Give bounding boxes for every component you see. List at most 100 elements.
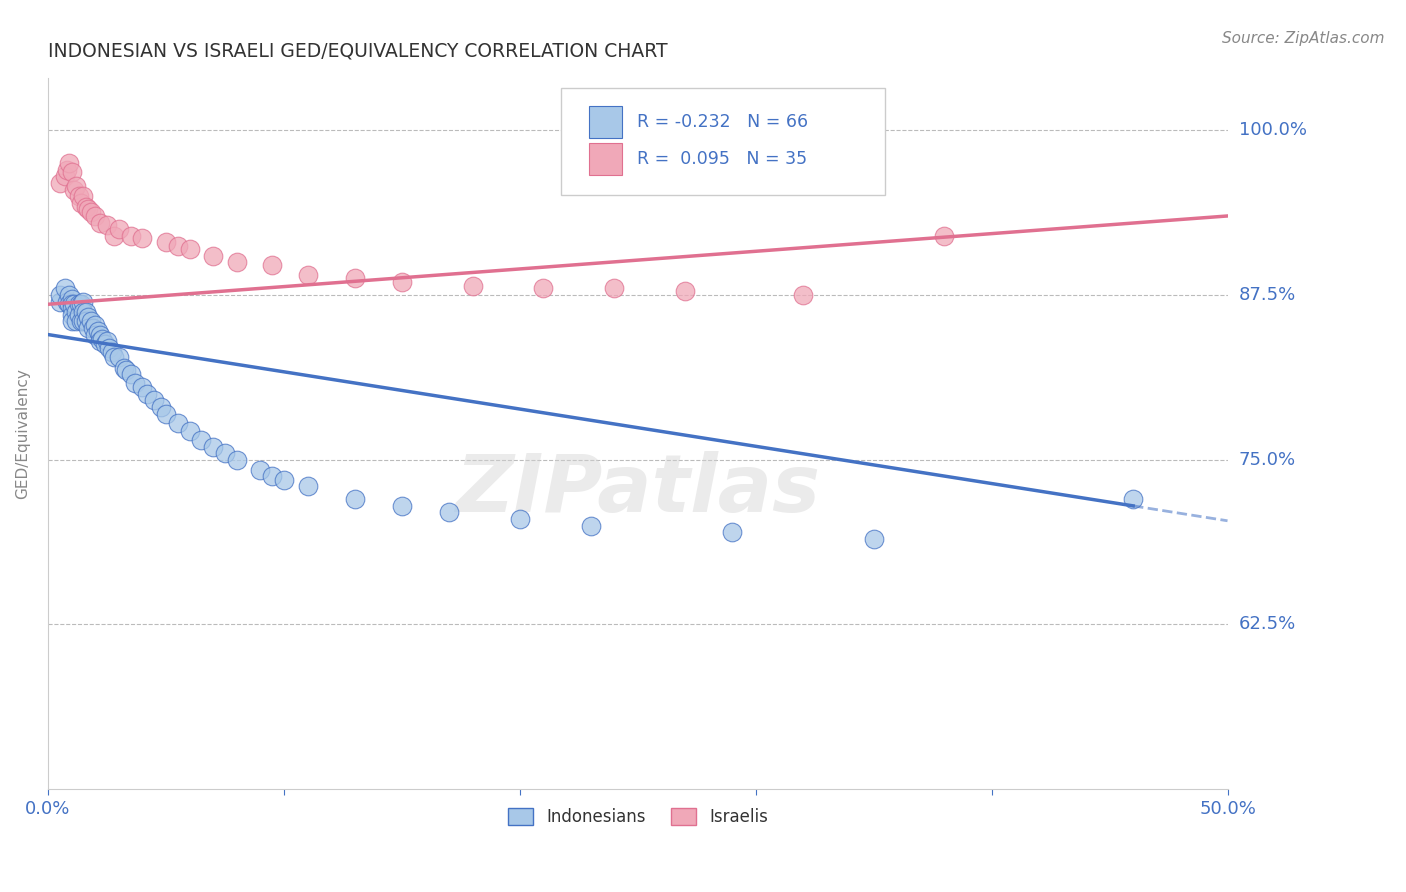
Text: 75.0%: 75.0% — [1239, 450, 1296, 469]
Point — [89, 334, 111, 348]
Point — [53, 169, 76, 184]
Point — [49, 176, 72, 190]
Point — [103, 228, 125, 243]
Point — [84, 318, 107, 333]
Point — [63, 183, 86, 197]
FancyBboxPatch shape — [561, 88, 886, 195]
Point — [91, 332, 114, 346]
Point — [1122, 492, 1144, 507]
Text: INDONESIAN VS ISRAELI GED/EQUIVALENCY CORRELATION CHART: INDONESIAN VS ISRAELI GED/EQUIVALENCY CO… — [48, 42, 668, 61]
Point — [58, 297, 80, 311]
Point — [65, 305, 87, 319]
Point — [249, 463, 271, 477]
Legend: Indonesians, Israelis: Indonesians, Israelis — [499, 799, 776, 834]
Point — [103, 350, 125, 364]
Text: Source: ZipAtlas.com: Source: ZipAtlas.com — [1222, 31, 1385, 46]
Point — [124, 376, 146, 391]
Point — [214, 446, 236, 460]
Point — [533, 281, 555, 295]
Point — [58, 288, 80, 302]
Point — [70, 297, 93, 311]
Point — [131, 231, 153, 245]
Text: R =  0.095   N = 35: R = 0.095 N = 35 — [637, 151, 807, 169]
Point — [166, 239, 188, 253]
Point — [49, 294, 72, 309]
Point — [77, 310, 100, 325]
Text: R = -0.232   N = 66: R = -0.232 N = 66 — [637, 113, 807, 131]
FancyBboxPatch shape — [589, 144, 623, 176]
Point — [391, 499, 413, 513]
Point — [65, 314, 87, 328]
Point — [89, 216, 111, 230]
Point — [262, 258, 284, 272]
Point — [108, 350, 131, 364]
FancyBboxPatch shape — [589, 106, 623, 138]
Point — [179, 242, 201, 256]
Point — [391, 275, 413, 289]
Point — [155, 407, 177, 421]
Point — [72, 305, 94, 319]
Point — [93, 336, 115, 351]
Text: 87.5%: 87.5% — [1239, 286, 1296, 304]
Point — [166, 416, 188, 430]
Point — [49, 288, 72, 302]
Point — [77, 202, 100, 217]
Point — [82, 321, 104, 335]
Point — [60, 165, 83, 179]
Point — [143, 393, 166, 408]
Point — [297, 479, 319, 493]
Point — [343, 271, 366, 285]
Point — [179, 424, 201, 438]
Point — [603, 281, 626, 295]
Point — [84, 327, 107, 342]
Point — [84, 209, 107, 223]
Point — [150, 400, 173, 414]
Point — [72, 314, 94, 328]
Point — [273, 473, 295, 487]
Point — [60, 301, 83, 316]
Point — [96, 218, 118, 232]
Point — [67, 189, 90, 203]
Point — [75, 305, 97, 319]
Point — [262, 468, 284, 483]
Point — [96, 334, 118, 348]
Point — [56, 162, 79, 177]
Point — [437, 506, 460, 520]
Point — [120, 367, 142, 381]
Point — [60, 308, 83, 322]
Point — [72, 294, 94, 309]
Point — [56, 294, 79, 309]
Point — [75, 314, 97, 328]
Point — [67, 308, 90, 322]
Point — [60, 314, 83, 328]
Point — [100, 344, 122, 359]
Point — [98, 341, 121, 355]
Point — [63, 297, 86, 311]
Point — [792, 288, 814, 302]
Point — [131, 380, 153, 394]
Point — [202, 440, 225, 454]
Point — [225, 452, 247, 467]
Point — [79, 314, 101, 328]
Y-axis label: GED/Equivalency: GED/Equivalency — [15, 368, 30, 499]
Point — [721, 525, 744, 540]
Text: 62.5%: 62.5% — [1239, 615, 1296, 633]
Point — [89, 327, 111, 342]
Point — [202, 248, 225, 262]
Point — [461, 278, 484, 293]
Point — [579, 518, 602, 533]
Point — [53, 281, 76, 295]
Point — [60, 297, 83, 311]
Point — [75, 200, 97, 214]
Point — [509, 512, 531, 526]
Point — [343, 492, 366, 507]
Point — [120, 228, 142, 243]
Point — [58, 156, 80, 170]
Point — [70, 314, 93, 328]
Point — [225, 255, 247, 269]
Point — [190, 433, 212, 447]
Point — [60, 292, 83, 306]
Point — [86, 324, 108, 338]
Point — [297, 268, 319, 283]
Point — [673, 284, 696, 298]
